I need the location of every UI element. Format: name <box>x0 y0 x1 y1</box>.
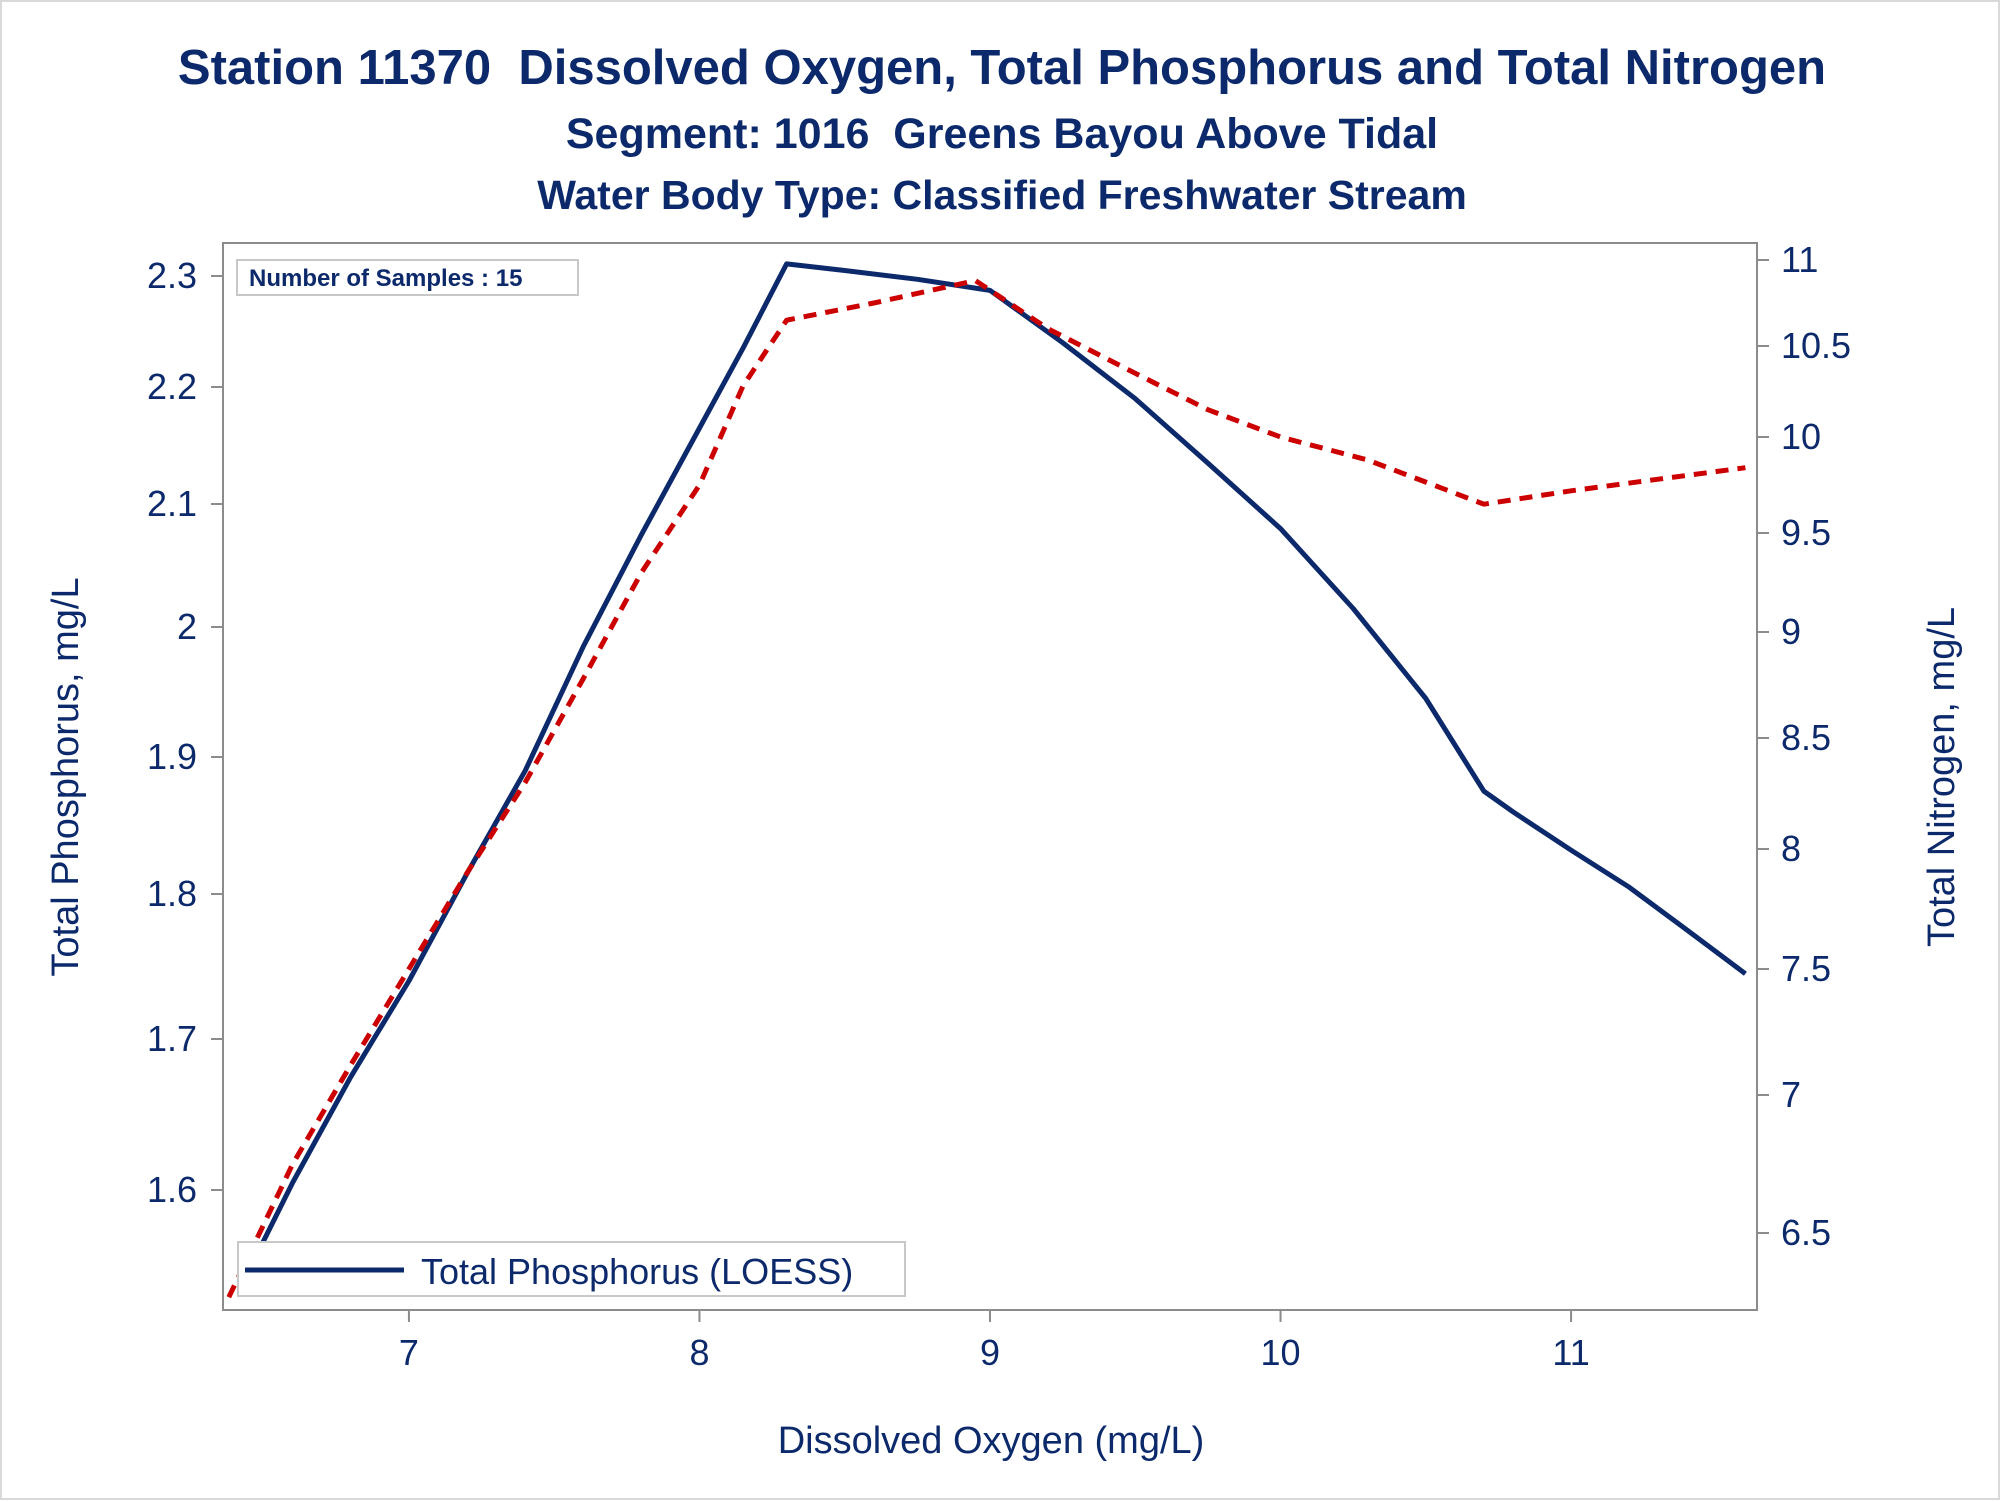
y-right-tick-label: 6.5 <box>1781 1212 1831 1253</box>
x-tick-label: 8 <box>689 1332 709 1373</box>
y-right-tick-label: 8.5 <box>1781 717 1831 758</box>
plot-area <box>222 242 1758 1311</box>
x-axis: 7 8 9 10 11 <box>399 1310 1590 1373</box>
y-left-tick-label: 2 <box>177 606 197 647</box>
x-tick-label: 11 <box>1552 1332 1589 1373</box>
y-right-tick-label: 9.5 <box>1781 512 1831 553</box>
y-axis-right: 6.5 7 7.5 8 8.5 9 9.5 10 10.5 11 <box>1757 239 1851 1253</box>
x-tick-label: 10 <box>1261 1332 1301 1373</box>
y-axis-right-label: Total Nitrogen, mg/L <box>1921 607 1963 947</box>
y-left-tick-label: 1.9 <box>147 736 197 777</box>
y-left-tick-label: 2.1 <box>147 483 197 524</box>
y-right-tick-label: 11 <box>1781 239 1818 280</box>
x-axis-label: Dissolved Oxygen (mg/L) <box>778 1420 1205 1462</box>
series-line-nitrogen <box>226 278 1746 1299</box>
series-layer <box>226 261 1747 1299</box>
sample-count-box: Number of Samples : 15 <box>236 259 579 296</box>
y-axis-left-label: Total Phosphorus, mg/L <box>45 577 87 976</box>
y-right-tick-label: 8 <box>1781 828 1801 869</box>
y-right-tick-label: 7 <box>1781 1074 1801 1115</box>
y-left-tick-label: 1.6 <box>147 1169 197 1210</box>
chart-subtitle-2: Water Body Type: Classified Freshwater S… <box>537 172 1467 218</box>
y-axis-left: 1.6 1.7 1.8 1.9 2 2.1 2.2 2.3 <box>147 255 223 1210</box>
y-right-tick-label: 7.5 <box>1781 948 1831 989</box>
y-right-tick-label: 10 <box>1781 416 1821 457</box>
legend: Total Phosphorus (LOESS) <box>237 1241 906 1297</box>
x-tick-label: 9 <box>980 1332 1000 1373</box>
y-left-tick-label: 1.7 <box>147 1018 197 1059</box>
y-left-tick-label: 2.2 <box>147 366 197 407</box>
chart-subtitle: Segment: 1016 Greens Bayou Above Tidal <box>565 110 1439 158</box>
series-line-phosphorus <box>238 261 1747 1289</box>
chart-title: Station 11370 Dissolved Oxygen, Total Ph… <box>177 41 1827 95</box>
x-tick-label: 7 <box>399 1332 419 1373</box>
y-right-tick-label: 10.5 <box>1781 325 1851 366</box>
y-left-tick-label: 1.8 <box>147 873 197 914</box>
y-right-tick-label: 9 <box>1781 611 1801 652</box>
y-left-tick-label: 2.3 <box>147 255 197 296</box>
sample-count-label: Number of Samples : 15 <box>249 265 522 292</box>
legend-label-phosphorus: Total Phosphorus (LOESS) <box>421 1251 853 1292</box>
